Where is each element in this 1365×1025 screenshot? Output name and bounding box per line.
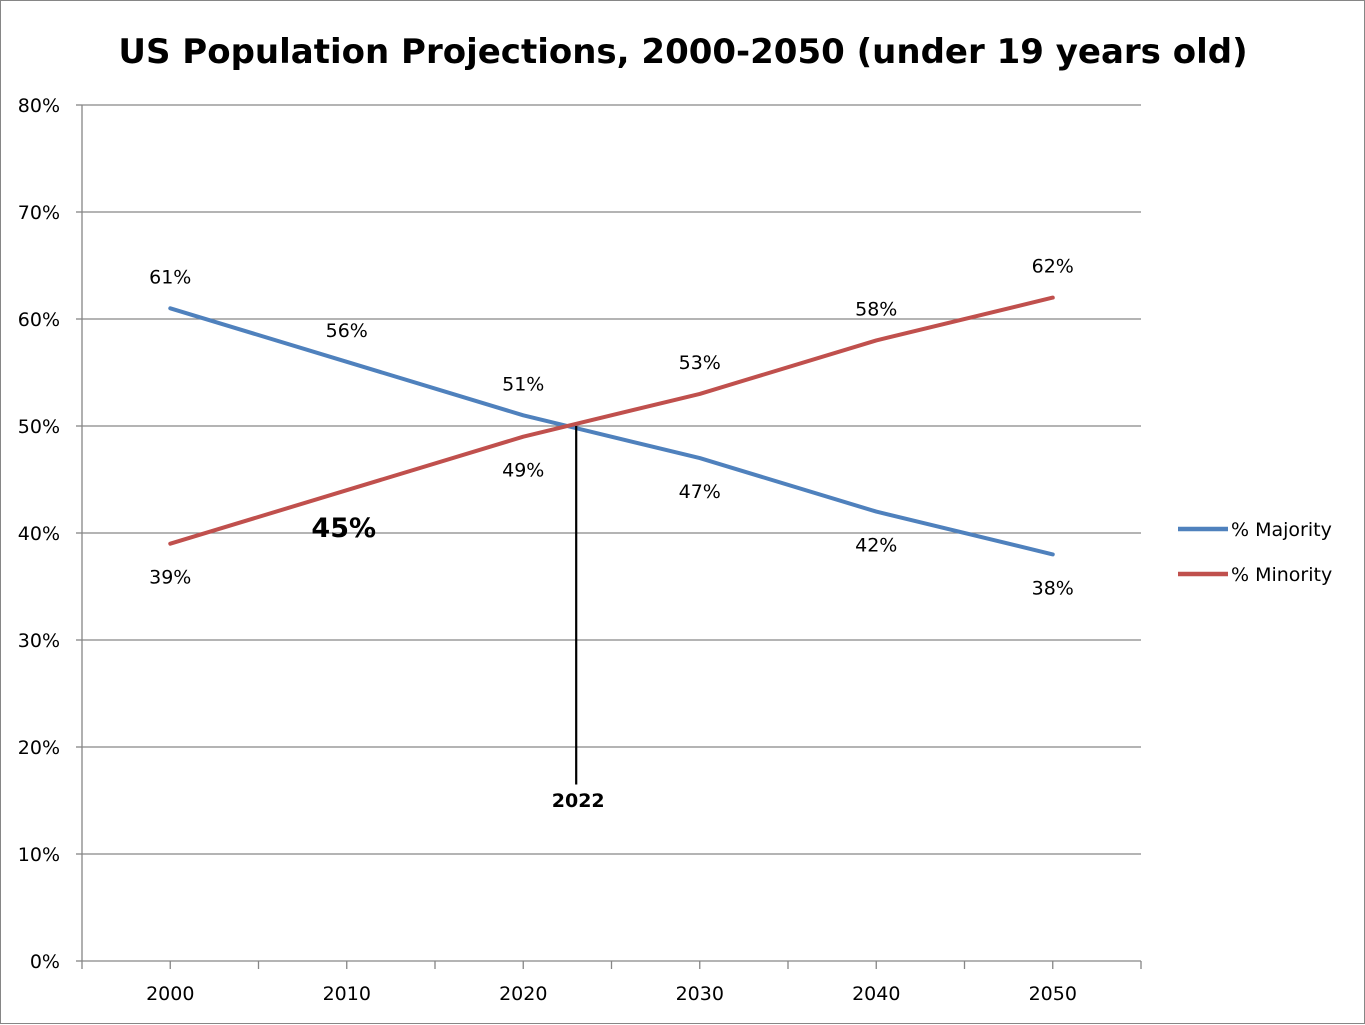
y-tick-label: 40% <box>18 523 60 545</box>
y-tick-label: 20% <box>18 737 60 759</box>
series-line-minority <box>168 295 1055 546</box>
legend-label: % Majority <box>1231 519 1332 541</box>
x-tick-label: 2010 <box>323 983 371 1005</box>
x-tick-label: 2020 <box>499 983 547 1005</box>
data-labels: 61% 56% 51% 47% 42% 38% 39% 49% 53% 58% 62% <box>149 256 1074 600</box>
y-tick-label: 80% <box>18 95 60 117</box>
data-label: 61% <box>149 266 191 288</box>
x-tick-label: 2050 <box>1029 983 1077 1005</box>
data-label: 58% <box>855 298 897 320</box>
y-tick-label: 60% <box>18 309 60 331</box>
annotations: 45% 2022 <box>311 426 605 812</box>
annotation-45-percent: 45% <box>311 513 376 544</box>
data-label: 56% <box>326 320 368 342</box>
y-tick-label: 50% <box>18 416 60 438</box>
y-tick-label: 10% <box>18 844 60 866</box>
data-label: 38% <box>1032 577 1074 599</box>
axes: 0% 10% 20% 30% 40% 50% 60% 70% 80% 2000 2010 2020 20… <box>18 95 1142 1005</box>
data-label: 39% <box>149 567 191 589</box>
legend-label: % Minority <box>1231 564 1332 586</box>
annotation-2022: 2022 <box>552 790 605 812</box>
chart-title: US Population Projections, 2000-2050 (un… <box>118 32 1247 72</box>
data-label: 47% <box>679 481 721 503</box>
data-label: 51% <box>502 373 544 395</box>
series-line-majority <box>168 306 1055 557</box>
x-tick-label: 2040 <box>852 983 900 1005</box>
y-tick-label: 70% <box>18 202 60 224</box>
data-label: 62% <box>1032 256 1074 278</box>
data-label: 49% <box>502 460 544 482</box>
data-label: 53% <box>679 352 721 374</box>
x-tick-label: 2030 <box>676 983 724 1005</box>
series-lines <box>168 295 1055 557</box>
y-tick-label: 30% <box>18 630 60 652</box>
y-tick-label: 0% <box>30 951 60 973</box>
legend: % Majority % Minority <box>1178 519 1332 586</box>
gridlines <box>82 104 1141 855</box>
x-tick-label: 2000 <box>146 983 194 1005</box>
data-label: 42% <box>855 535 897 557</box>
